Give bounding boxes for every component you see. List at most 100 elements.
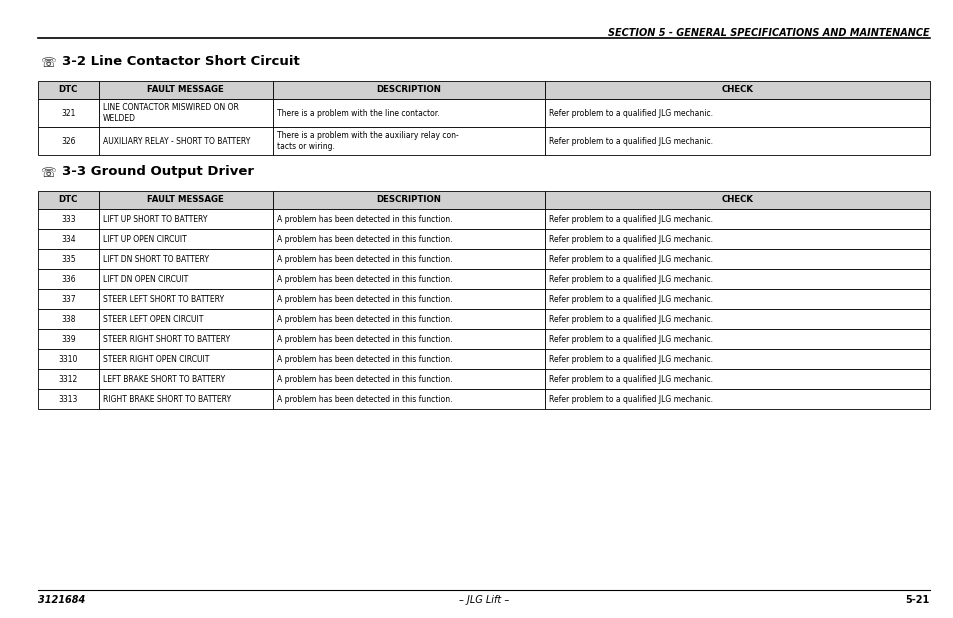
- Bar: [38, 329, 98, 349]
- Bar: [544, 289, 929, 309]
- Text: 3310: 3310: [58, 355, 78, 363]
- Text: Refer problem to a qualified JLG mechanic.: Refer problem to a qualified JLG mechani…: [548, 355, 712, 363]
- Text: 338: 338: [61, 315, 75, 323]
- Bar: [273, 191, 544, 209]
- Bar: [544, 309, 929, 329]
- Text: A problem has been detected in this function.: A problem has been detected in this func…: [276, 334, 452, 344]
- Text: STEER LEFT OPEN CIRCUIT: STEER LEFT OPEN CIRCUIT: [103, 315, 203, 323]
- Bar: [98, 127, 273, 155]
- Text: DESCRIPTION: DESCRIPTION: [375, 85, 440, 95]
- Text: Refer problem to a qualified JLG mechanic.: Refer problem to a qualified JLG mechani…: [548, 334, 712, 344]
- Bar: [544, 269, 929, 289]
- Text: A problem has been detected in this function.: A problem has been detected in this func…: [276, 214, 452, 224]
- Text: DTC: DTC: [58, 195, 78, 205]
- Text: ☏: ☏: [40, 57, 55, 70]
- Text: A problem has been detected in this function.: A problem has been detected in this func…: [276, 315, 452, 323]
- Bar: [38, 99, 98, 127]
- Text: Refer problem to a qualified JLG mechanic.: Refer problem to a qualified JLG mechani…: [548, 315, 712, 323]
- Bar: [38, 389, 98, 409]
- Bar: [273, 249, 544, 269]
- Text: 3-3 Ground Output Driver: 3-3 Ground Output Driver: [62, 165, 253, 178]
- Bar: [98, 309, 273, 329]
- Text: – JLG Lift –: – JLG Lift –: [458, 595, 509, 605]
- Bar: [38, 309, 98, 329]
- Bar: [98, 349, 273, 369]
- Bar: [273, 289, 544, 309]
- Text: 5-21: 5-21: [904, 595, 929, 605]
- Bar: [38, 81, 98, 99]
- Text: Refer problem to a qualified JLG mechanic.: Refer problem to a qualified JLG mechani…: [548, 234, 712, 243]
- Text: RIGHT BRAKE SHORT TO BATTERY: RIGHT BRAKE SHORT TO BATTERY: [103, 394, 231, 404]
- Bar: [273, 369, 544, 389]
- Bar: [98, 389, 273, 409]
- Bar: [544, 349, 929, 369]
- Text: LIFT DN SHORT TO BATTERY: LIFT DN SHORT TO BATTERY: [103, 255, 209, 263]
- Bar: [38, 127, 98, 155]
- Text: STEER LEFT SHORT TO BATTERY: STEER LEFT SHORT TO BATTERY: [103, 295, 224, 303]
- Bar: [544, 127, 929, 155]
- Text: A problem has been detected in this function.: A problem has been detected in this func…: [276, 394, 452, 404]
- Bar: [273, 127, 544, 155]
- Text: A problem has been detected in this function.: A problem has been detected in this func…: [276, 295, 452, 303]
- Bar: [98, 249, 273, 269]
- Text: FAULT MESSAGE: FAULT MESSAGE: [147, 195, 224, 205]
- Text: 339: 339: [61, 334, 75, 344]
- Bar: [98, 369, 273, 389]
- Text: A problem has been detected in this function.: A problem has been detected in this func…: [276, 355, 452, 363]
- Text: STEER RIGHT SHORT TO BATTERY: STEER RIGHT SHORT TO BATTERY: [103, 334, 230, 344]
- Text: LIFT UP OPEN CIRCUIT: LIFT UP OPEN CIRCUIT: [103, 234, 186, 243]
- Text: A problem has been detected in this function.: A problem has been detected in this func…: [276, 375, 452, 384]
- Text: Refer problem to a qualified JLG mechanic.: Refer problem to a qualified JLG mechani…: [548, 255, 712, 263]
- Text: LEFT BRAKE SHORT TO BATTERY: LEFT BRAKE SHORT TO BATTERY: [103, 375, 225, 384]
- Bar: [273, 81, 544, 99]
- Bar: [544, 229, 929, 249]
- Text: 333: 333: [61, 214, 75, 224]
- Bar: [98, 191, 273, 209]
- Text: FAULT MESSAGE: FAULT MESSAGE: [147, 85, 224, 95]
- Text: Refer problem to a qualified JLG mechanic.: Refer problem to a qualified JLG mechani…: [548, 109, 712, 117]
- Text: 335: 335: [61, 255, 75, 263]
- Bar: [544, 209, 929, 229]
- Bar: [273, 229, 544, 249]
- Bar: [98, 269, 273, 289]
- Text: STEER RIGHT OPEN CIRCUIT: STEER RIGHT OPEN CIRCUIT: [103, 355, 209, 363]
- Text: 321: 321: [61, 109, 75, 117]
- Bar: [544, 249, 929, 269]
- Bar: [38, 269, 98, 289]
- Text: CHECK: CHECK: [720, 85, 753, 95]
- Text: LIFT DN OPEN CIRCUIT: LIFT DN OPEN CIRCUIT: [103, 274, 188, 284]
- Bar: [38, 249, 98, 269]
- Bar: [98, 209, 273, 229]
- Text: There is a problem with the auxiliary relay con-
tacts or wiring.: There is a problem with the auxiliary re…: [276, 131, 457, 151]
- Text: Refer problem to a qualified JLG mechanic.: Refer problem to a qualified JLG mechani…: [548, 375, 712, 384]
- Text: Refer problem to a qualified JLG mechanic.: Refer problem to a qualified JLG mechani…: [548, 214, 712, 224]
- Bar: [544, 81, 929, 99]
- Text: LIFT UP SHORT TO BATTERY: LIFT UP SHORT TO BATTERY: [103, 214, 207, 224]
- Bar: [98, 81, 273, 99]
- Text: Refer problem to a qualified JLG mechanic.: Refer problem to a qualified JLG mechani…: [548, 394, 712, 404]
- Text: LINE CONTACTOR MISWIRED ON OR
WELDED: LINE CONTACTOR MISWIRED ON OR WELDED: [103, 103, 238, 123]
- Bar: [273, 269, 544, 289]
- Text: A problem has been detected in this function.: A problem has been detected in this func…: [276, 234, 452, 243]
- Bar: [544, 389, 929, 409]
- Text: CHECK: CHECK: [720, 195, 753, 205]
- Bar: [38, 229, 98, 249]
- Bar: [98, 229, 273, 249]
- Text: DESCRIPTION: DESCRIPTION: [375, 195, 440, 205]
- Text: ☏: ☏: [40, 167, 55, 180]
- Text: 337: 337: [61, 295, 75, 303]
- Text: A problem has been detected in this function.: A problem has been detected in this func…: [276, 274, 452, 284]
- Bar: [273, 349, 544, 369]
- Bar: [273, 209, 544, 229]
- Text: 3-2 Line Contactor Short Circuit: 3-2 Line Contactor Short Circuit: [62, 55, 299, 68]
- Text: Refer problem to a qualified JLG mechanic.: Refer problem to a qualified JLG mechani…: [548, 274, 712, 284]
- Bar: [544, 99, 929, 127]
- Bar: [273, 389, 544, 409]
- Text: 3313: 3313: [58, 394, 78, 404]
- Bar: [544, 369, 929, 389]
- Bar: [38, 349, 98, 369]
- Text: AUXILIARY RELAY - SHORT TO BATTERY: AUXILIARY RELAY - SHORT TO BATTERY: [103, 137, 250, 145]
- Text: 334: 334: [61, 234, 75, 243]
- Bar: [98, 99, 273, 127]
- Bar: [38, 191, 98, 209]
